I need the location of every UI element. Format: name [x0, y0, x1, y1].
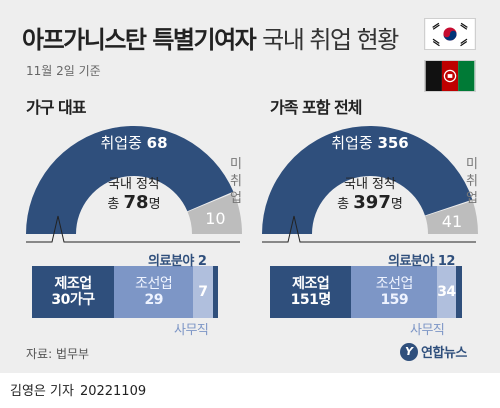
segment-office: 34 [437, 266, 456, 318]
medical-note: 의료분야 2 [148, 254, 207, 269]
yonhap-logo: Y 연합뉴스 [400, 342, 467, 361]
baseline-pointer [262, 215, 476, 243]
unemployed-value: 10 [205, 209, 225, 228]
segment-medical [455, 266, 462, 318]
title-main: 아프가니스탄 특별기여자 [22, 26, 257, 54]
medical-note: 의료분야 12 [388, 254, 455, 269]
afghanistan-flag-icon [424, 60, 476, 92]
donut-employed-arc [262, 126, 473, 234]
employed-label: 취업중 356 [331, 134, 409, 152]
flags [424, 18, 476, 92]
segment-value: 30가구 [51, 292, 95, 308]
settled-label: 국내 정착 [344, 177, 396, 192]
office-note: 사무직 [174, 323, 209, 338]
byline-date: 20221109 [79, 384, 147, 399]
office-note: 사무직 [410, 323, 445, 338]
baseline-pointer [26, 215, 240, 243]
settled-total: 총 397명 [337, 192, 403, 213]
bar-total: 제조업 151명 조선업 159 34 [270, 266, 462, 318]
segment-value: 159 [380, 292, 409, 308]
donut-unemployed-arc [425, 200, 478, 234]
bar-household: 제조업 30가구 조선업 29 7 [32, 266, 218, 318]
panel-title-household: 가구 대표 [26, 98, 86, 117]
segment-office: 7 [193, 266, 213, 318]
yonhap-logo-text: 연합뉴스 [421, 346, 467, 361]
segment-medical [212, 266, 218, 318]
source-label: 자료: 법무부 [26, 347, 90, 361]
title-light: 국내 취업 현황 [262, 26, 399, 54]
donut-employed-arc [26, 126, 234, 234]
page-title: 아프가니스탄 특별기여자 국내 취업 현황 [22, 20, 399, 55]
date-label: 11월 2일 기준 [26, 64, 101, 78]
segment-name: 제조업 [292, 276, 330, 292]
yonhap-logo-icon: Y [400, 342, 418, 361]
byline: 김영은 기자 20221109 [10, 380, 146, 399]
settled-total: 총 78명 [107, 192, 160, 213]
segment-manufacturing: 제조업 30가구 [32, 266, 115, 318]
segment-name: 조선업 [135, 276, 173, 292]
segment-name: 조선업 [375, 276, 414, 292]
segment-shipbuilding: 조선업 159 [351, 266, 438, 318]
settled-label: 국내 정착 [108, 177, 160, 192]
segment-value: 34 [437, 284, 456, 300]
segment-value: 7 [198, 284, 208, 300]
segment-name: 제조업 [54, 276, 92, 292]
infographic-card: 아프가니스탄 특별기여자 국내 취업 현황 11월 2일 기준 [0, 0, 500, 373]
byline-author: 김영은 기자 [10, 384, 74, 399]
segment-manufacturing: 제조업 151명 [270, 266, 352, 318]
panel-title-total: 가족 포함 전체 [270, 98, 362, 117]
unemployed-value: 41 [442, 212, 462, 231]
segment-shipbuilding: 조선업 29 [114, 266, 194, 318]
donut-unemployed-arc [187, 192, 242, 234]
segment-value: 29 [144, 292, 163, 308]
segment-value: 151명 [290, 292, 332, 308]
employed-label: 취업중 68 [100, 134, 167, 152]
korea-flag-icon [424, 18, 476, 50]
